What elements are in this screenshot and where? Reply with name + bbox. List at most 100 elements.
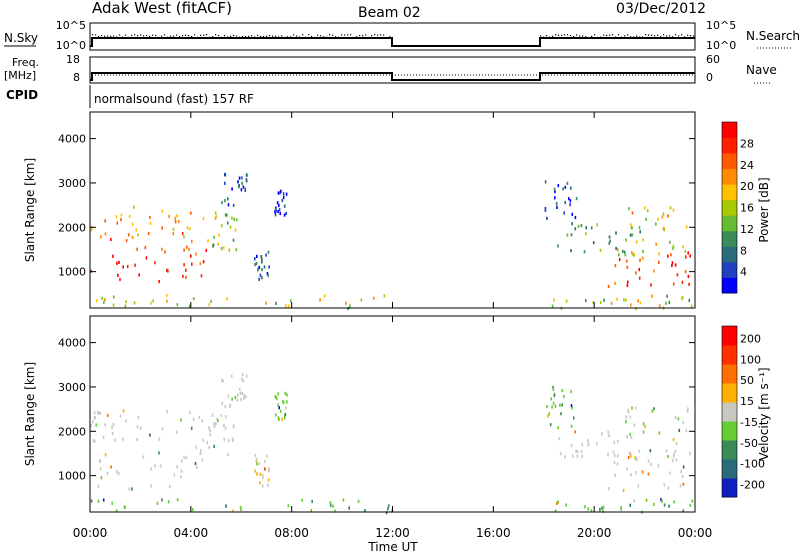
range-cell	[301, 498, 303, 502]
noise-dot	[170, 35, 172, 37]
range-cell	[568, 197, 570, 201]
range-cell	[639, 230, 641, 234]
range-cell	[280, 189, 282, 193]
range-cell	[115, 215, 118, 219]
noise-dot	[164, 34, 166, 36]
range-cell	[228, 248, 231, 252]
range-cell	[634, 406, 637, 410]
range-cell	[613, 461, 616, 465]
noise-dot	[654, 35, 656, 37]
range-cell	[191, 262, 193, 266]
range-cell	[166, 268, 168, 272]
range-cell	[638, 226, 641, 230]
range-cell	[183, 235, 185, 239]
range-cell	[161, 226, 163, 230]
noise-dot	[612, 34, 614, 36]
range-cell	[557, 184, 560, 188]
range-cell	[283, 416, 286, 420]
y-tick-label: 1000	[58, 266, 86, 279]
freq-panel: Freq. [MHz] 18 8 60 0 Nave	[4, 53, 777, 84]
noise-dot	[215, 34, 217, 36]
range-cell	[642, 238, 644, 242]
colorbar-swatch	[722, 137, 737, 154]
noise-dot	[687, 34, 689, 36]
range-cell	[566, 233, 569, 237]
range-cell	[114, 438, 116, 442]
range-cell	[95, 299, 98, 303]
range-cell	[278, 203, 280, 207]
noise-dot	[272, 35, 274, 37]
range-cell	[642, 250, 644, 254]
range-cell	[122, 437, 124, 441]
noise-dot	[564, 34, 566, 36]
noise-dot	[200, 34, 202, 36]
noise-dot	[561, 34, 563, 36]
noise-dot	[155, 34, 157, 37]
range-cell	[104, 219, 106, 223]
range-cell	[209, 429, 211, 433]
noise-dot	[615, 36, 617, 38]
range-cell	[254, 453, 257, 458]
range-cell	[221, 378, 223, 382]
range-cell	[281, 417, 283, 421]
range-cell	[145, 256, 148, 260]
range-cell	[557, 244, 559, 248]
range-cell	[237, 393, 239, 397]
colorbar-swatch	[722, 383, 737, 403]
range-cell	[677, 417, 680, 421]
range-cell	[559, 403, 561, 407]
noise-dot	[98, 35, 100, 38]
range-cell	[208, 303, 210, 307]
range-cell	[161, 209, 164, 213]
range-cell	[577, 224, 580, 228]
noise-dot	[218, 34, 220, 37]
range-cell	[206, 441, 209, 445]
range-cell	[653, 502, 655, 506]
range-cell	[103, 301, 105, 305]
range-cell	[278, 417, 280, 421]
range-cell	[651, 409, 654, 413]
range-cell	[231, 397, 233, 401]
range-cell	[224, 415, 227, 419]
range-cell	[334, 509, 336, 513]
range-cell	[608, 434, 610, 438]
range-cell	[212, 243, 215, 247]
range-cell	[232, 425, 235, 429]
range-cell	[655, 242, 657, 246]
range-cell	[554, 196, 556, 200]
range-cell	[626, 265, 629, 269]
noise-dot	[176, 34, 178, 36]
range-cell	[112, 423, 115, 427]
range-cell	[172, 232, 175, 236]
range-cell	[284, 391, 286, 395]
range-cell	[91, 226, 93, 230]
range-cell	[239, 391, 242, 395]
range-cell	[645, 498, 648, 502]
range-cell	[647, 459, 650, 463]
range-cell	[232, 238, 235, 242]
range-cell	[242, 379, 244, 383]
range-cell	[191, 507, 194, 512]
range-cell	[630, 454, 632, 458]
range-cell	[688, 298, 691, 302]
range-cell	[254, 469, 257, 473]
colorbar-tick-label: -100	[740, 458, 765, 471]
range-cell	[158, 280, 160, 284]
range-cell	[235, 218, 238, 222]
velocity-ylabel: Slant Range [km]	[23, 362, 37, 466]
colorbar-tick-label: 12	[740, 223, 754, 236]
noise-dot	[591, 35, 593, 37]
noise-dot	[230, 35, 232, 38]
colorbar-swatch	[722, 364, 737, 384]
noise-dot	[281, 35, 283, 37]
range-cell	[559, 452, 562, 456]
noise-dot	[570, 35, 572, 37]
range-cell	[200, 449, 202, 453]
range-cell	[687, 251, 689, 255]
noise-dot	[540, 35, 542, 37]
range-cell	[254, 263, 256, 267]
range-cell	[637, 299, 639, 303]
colorbar-swatch	[722, 199, 737, 216]
range-cell	[639, 301, 642, 305]
range-cell	[607, 452, 609, 457]
